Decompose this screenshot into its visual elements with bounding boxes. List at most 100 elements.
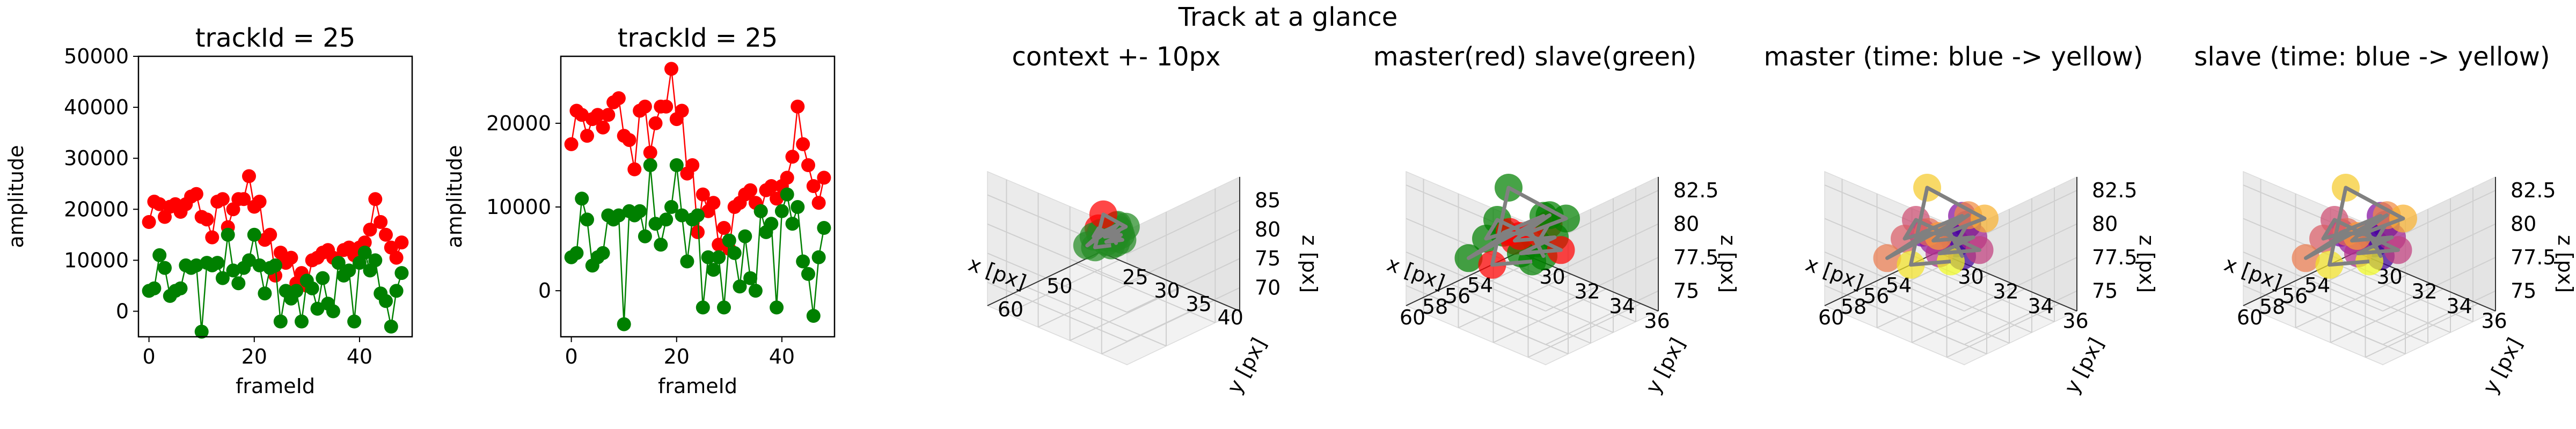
data-point: [289, 284, 304, 298]
data-point: [252, 195, 267, 209]
data-point: [691, 225, 705, 239]
data-point: [706, 263, 721, 277]
grid-line: [1877, 273, 1990, 329]
data-point: [727, 246, 742, 260]
x-tick-label: 58: [2259, 295, 2285, 319]
grid-line: [1126, 258, 1240, 313]
data-point: [733, 279, 747, 294]
data-point: [252, 258, 267, 272]
data-point: [712, 238, 726, 252]
plot-frame: [560, 55, 836, 338]
data-point: [226, 263, 240, 278]
data-point: [817, 171, 831, 185]
z-axis-label: z [px]: [2553, 235, 2576, 293]
data-point: [368, 192, 383, 206]
data-point: [659, 99, 674, 114]
y-tick-label: 10000: [64, 248, 129, 272]
data-point: [316, 271, 330, 285]
data-point: [295, 314, 309, 329]
grid-line: [1126, 199, 1240, 255]
grid-line: [1406, 252, 1546, 312]
data-point: [817, 221, 831, 235]
panels: trackId = 25 0 20 40 0 10000 20000 30000 40000 50…: [4, 23, 2576, 398]
data-point: [189, 258, 203, 272]
data-point: [764, 217, 779, 231]
grid-line: [1964, 223, 2077, 278]
grid-line: [1824, 252, 1965, 312]
x-tick-label: 56: [2282, 284, 2308, 308]
y-tick-label: 36: [2481, 309, 2507, 332]
data-point: [268, 258, 282, 272]
grid-line: [2382, 223, 2496, 278]
data-point: [712, 250, 726, 264]
data-point: [575, 191, 589, 206]
data-point: [331, 256, 346, 270]
data-point: [770, 300, 784, 315]
data-point: [258, 286, 272, 301]
data-point: [379, 227, 393, 242]
data-point: [596, 246, 610, 260]
grid-line: [2365, 303, 2478, 358]
data-point: [310, 301, 325, 316]
x-tick-label: 20: [241, 345, 267, 368]
y-axis-label: y [px]: [1641, 334, 1690, 398]
data-point: [801, 267, 815, 281]
y-axis-line: [1100, 252, 1240, 312]
data-point: [643, 158, 657, 172]
data-point: [611, 208, 626, 223]
figure-suptitle: Track at a glance: [1178, 2, 1398, 32]
data-point: [796, 137, 810, 151]
data-point: [654, 238, 668, 252]
data-point: [764, 179, 779, 193]
data-point: [780, 171, 794, 185]
y-axis-label: amplitude: [4, 145, 28, 248]
data-point: [357, 235, 372, 250]
y-tick-label: 34: [2028, 294, 2053, 318]
data-point: [680, 254, 694, 269]
data-point: [696, 300, 710, 315]
data-point: [780, 187, 794, 202]
x-tick-label: 58: [1422, 295, 1448, 319]
z-tick-label: 82.5: [2092, 179, 2138, 202]
x-tick-label: 60: [1818, 306, 1844, 329]
grid-line: [1458, 273, 1571, 329]
data-point: [648, 116, 663, 130]
x-axis-label: frameId: [236, 374, 315, 398]
z-tick-label: 80: [2511, 212, 2536, 236]
chart-title: context +- 10px: [1012, 42, 1221, 72]
grid-line: [1038, 273, 1151, 328]
x-tick-label: 20: [664, 345, 690, 368]
y-tick-label: 36: [1644, 309, 1670, 332]
grid-line: [2295, 273, 2409, 329]
z-tick-label: 80: [1673, 212, 1699, 236]
z-axis-label: z [px]: [2135, 235, 2158, 293]
data-point: [284, 250, 298, 265]
data-point: [748, 284, 763, 298]
x-tick-label: 0: [565, 345, 578, 368]
x-tick-label: 58: [1841, 295, 1867, 319]
data-point: [717, 221, 731, 235]
data-point: [326, 304, 340, 319]
data-point: [691, 208, 705, 223]
z-tick-label: 80: [1255, 218, 1280, 241]
chart-panel-2d: trackId = 25 0 20 40 0 10000 20000 frameId ampli…: [443, 23, 836, 398]
x-tick-label: 40: [347, 345, 372, 368]
data-point: [785, 150, 800, 164]
x-axis-label: frameId: [658, 374, 737, 398]
data-point: [648, 217, 663, 231]
data-point: [374, 215, 388, 229]
data-point: [643, 145, 657, 160]
data-point: [575, 108, 589, 122]
chart-title: slave (time: blue -> yellow): [2194, 42, 2550, 72]
data-point: [200, 212, 214, 227]
data-point: [638, 229, 652, 243]
grid-line: [1946, 303, 2060, 358]
y-axis-label: amplitude: [443, 145, 466, 248]
grid-line: [1964, 257, 2077, 312]
data-point: [569, 246, 584, 260]
data-point: [342, 263, 356, 278]
x-axis-line: [987, 252, 1101, 306]
data-point: [596, 120, 610, 135]
data-point: [601, 108, 616, 122]
